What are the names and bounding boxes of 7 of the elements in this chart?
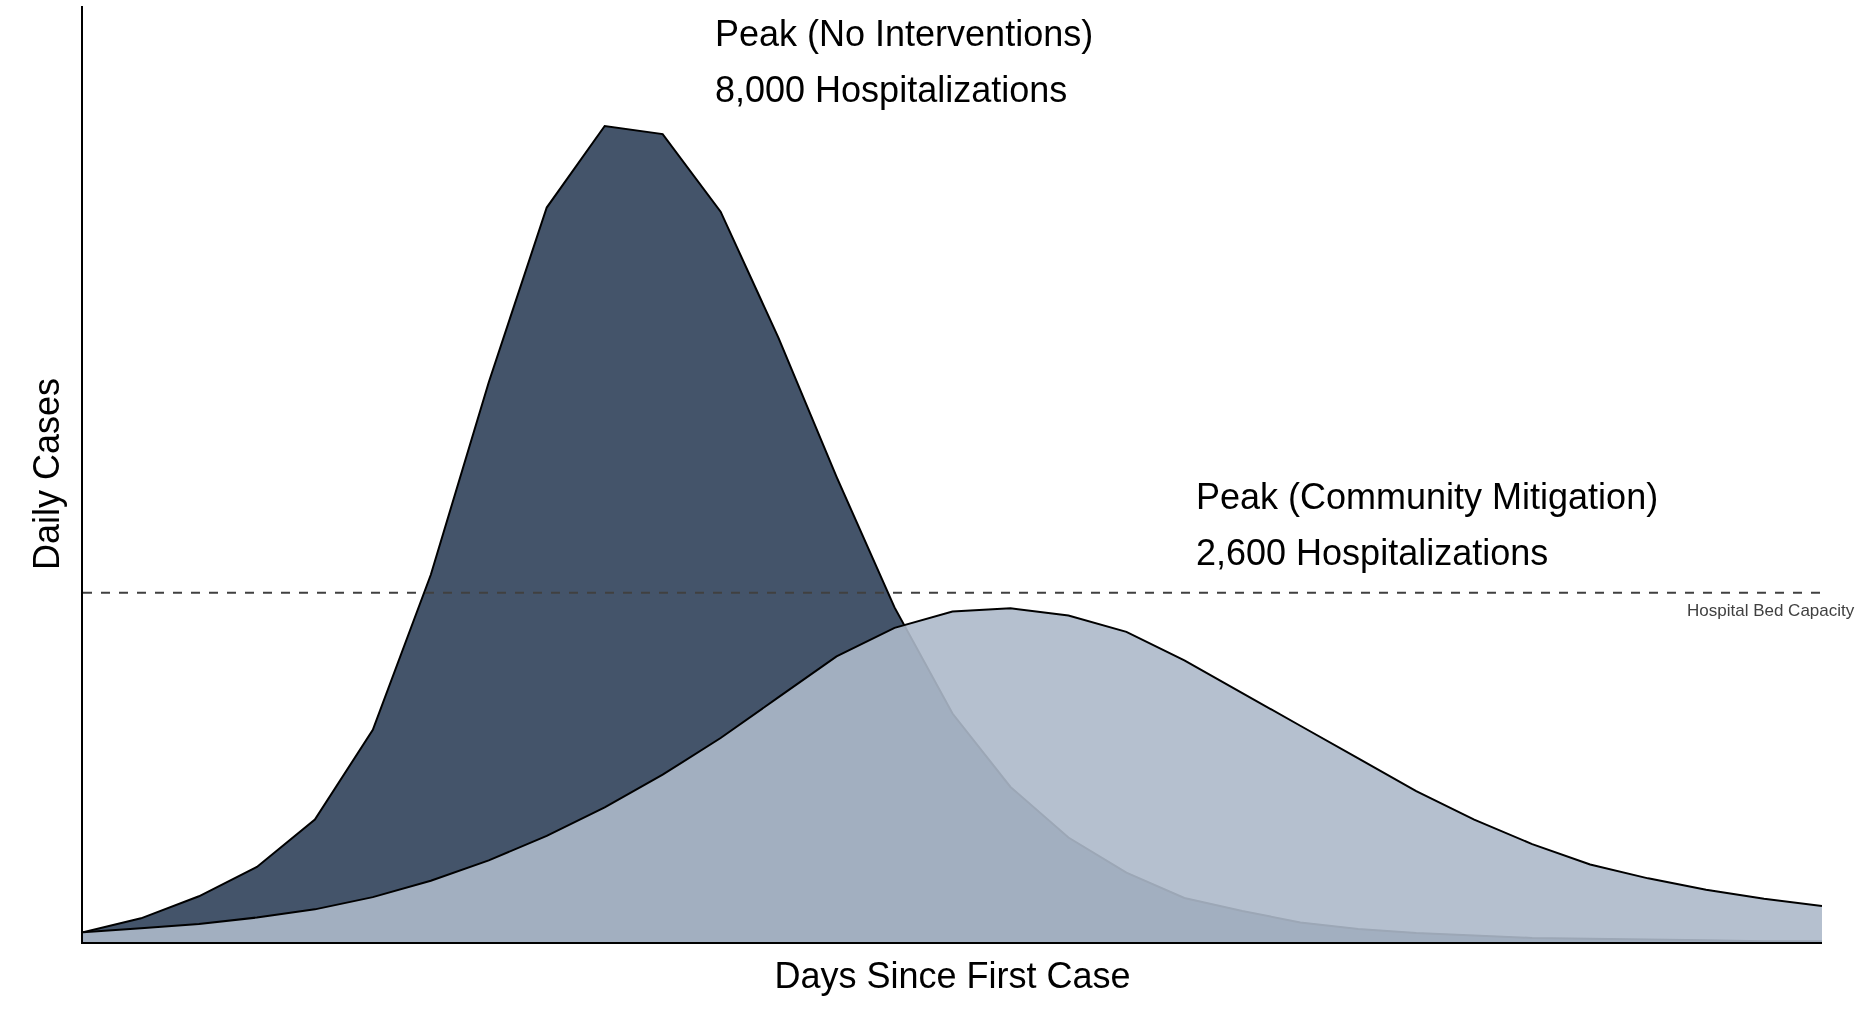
- annotation: 2,600 Hospitalizations: [1196, 532, 1549, 573]
- y-axis-title: Daily Cases: [26, 377, 68, 571]
- annotation: Peak (Community Mitigation): [1196, 476, 1659, 517]
- text: Peak (No Interventions): [715, 13, 1094, 54]
- x-axis-title: Days Since First Case: [774, 955, 1131, 997]
- text: 8,000 Hospitalizations: [715, 69, 1068, 110]
- ref-line-label: Hospital Bed Capacity: [1687, 601, 1855, 620]
